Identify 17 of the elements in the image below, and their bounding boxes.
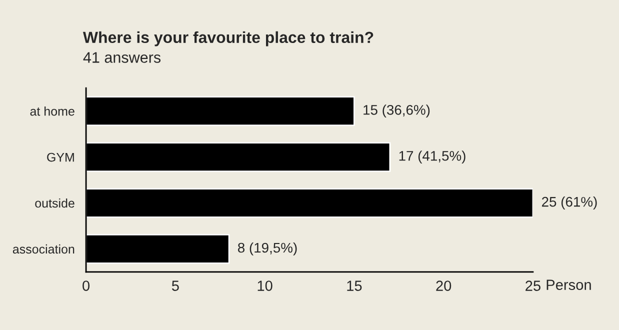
y-tick-label: association	[12, 244, 74, 254]
x-tick-label: 20	[436, 280, 452, 291]
x-tick-label: 0	[82, 280, 90, 291]
data-label: 17 (41,5%)	[399, 150, 466, 164]
x-tick-label: 25	[526, 280, 540, 291]
y-tick-label: at home	[30, 106, 74, 116]
chart-subtitle: 41 answers	[83, 52, 161, 63]
x-axis-title: Person	[546, 280, 591, 290]
data-label: 8 (19,5%)	[238, 242, 297, 256]
x-tick-label: 5	[172, 280, 179, 291]
chart-title: Where is your favourite place to train?	[82, 31, 374, 46]
x-tick-label: 15	[347, 280, 362, 291]
y-tick-label: outside	[35, 198, 74, 208]
data-label: 25 (61%)	[542, 196, 597, 210]
y-tick-label: GYM	[47, 152, 74, 162]
data-label: 15 (36,6%)	[364, 104, 430, 118]
x-tick-label: 10	[258, 280, 272, 291]
